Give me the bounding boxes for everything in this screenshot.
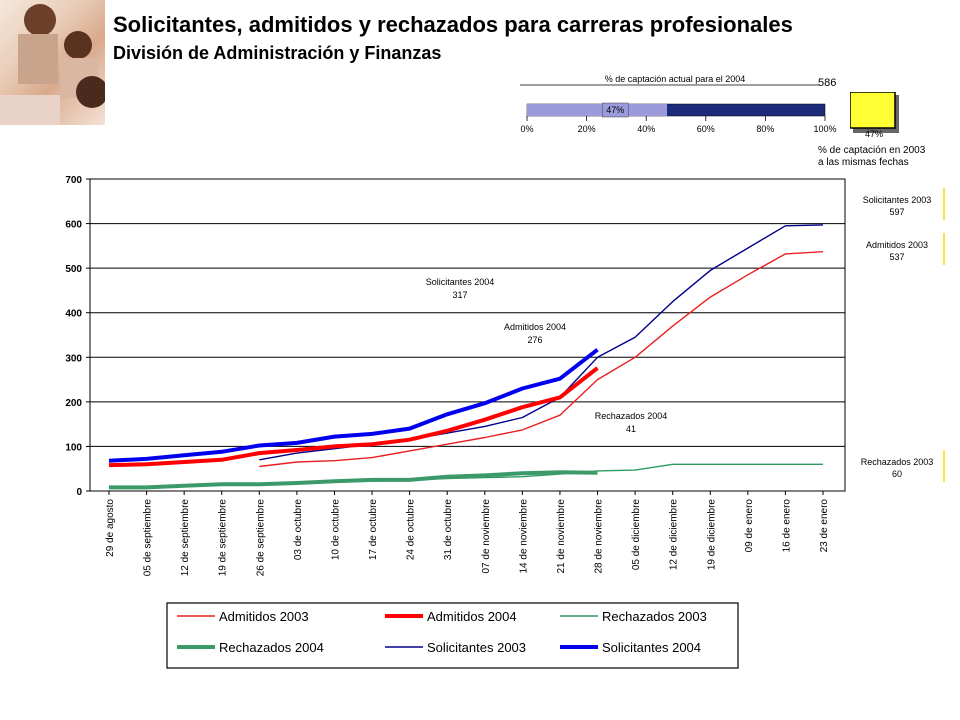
gauge-value: 47% [606,105,624,115]
x-tick-label: 28 de noviembre [594,499,605,574]
series-rechazados-2003 [259,463,823,485]
x-tick-label: 14 de noviembre [518,499,529,574]
inline-label-name: Admitidos 2004 [504,322,566,332]
x-tick-label: 09 de enero [744,499,755,553]
capture-gauge: % de captación actual para el 2004 47% 0… [520,74,837,134]
side-label-value: 60 [892,469,902,479]
series-admitidos-2003 [259,251,824,468]
gauge-tick-label: 20% [578,124,596,134]
capture-2003-caption: % de captación en 2003 a las mismas fech… [818,145,958,169]
series-solicitantes-2003 [259,224,824,461]
students-photo [0,4,105,125]
side-label-name: Admitidos 2003 [866,240,928,250]
side-label-value: 597 [889,207,904,217]
x-tick-label: 31 de octubre [443,499,454,561]
y-tick-label: 100 [65,442,82,453]
gauge-tick-label: 0% [520,124,533,134]
applicants-count: 586 [818,77,837,89]
y-tick-label: 400 [65,309,82,320]
x-tick-label: 17 de octubre [368,499,379,561]
y-tick-label: 600 [65,220,82,231]
y-tick-label: 300 [65,353,82,364]
legend-label: Solicitantes 2004 [602,640,701,655]
series-rechazados-2004 [109,470,598,490]
y-tick-label: 700 [65,175,82,186]
capture-2003-value: 47% [865,129,883,138]
side-label-name: Solicitantes 2003 [863,195,932,205]
legend-label: Rechazados 2004 [219,640,324,655]
x-tick-label: 24 de octubre [406,499,417,561]
y-tick-label: 200 [65,398,82,409]
legend-label: Admitidos 2004 [427,609,517,624]
x-tick-label: 12 de septiembre [180,499,191,577]
caption-line-2: a las mismas fechas [818,157,909,168]
x-tick-label: 05 de septiembre [143,499,154,577]
gauge-tick-label: 40% [637,124,655,134]
x-tick-label: 05 de diciembre [631,499,642,571]
gauge-fill [527,104,668,116]
inline-label-name: Solicitantes 2004 [426,277,495,287]
side-label-name: Rechazados 2003 [861,457,934,467]
x-tick-label: 16 de enero [781,499,792,553]
inline-label-name: Rechazados 2004 [595,411,668,421]
x-tick-label: 29 de agosto [105,499,116,557]
x-tick-label: 26 de septiembre [255,499,266,577]
plot-area [89,178,846,492]
y-tick-label: 500 [65,264,82,275]
x-tick-label: 19 de septiembre [218,499,229,577]
x-tick-label: 21 de noviembre [556,499,567,574]
inline-label-value: 317 [452,290,467,300]
x-tick-label: 10 de octubre [330,499,341,561]
gauge-value-box [601,102,629,118]
y-tick-label: 0 [76,487,82,498]
legend-label: Admitidos 2003 [219,609,309,624]
series-solicitantes-2004 [108,348,599,463]
legend-label: Solicitantes 2003 [427,640,526,655]
series-admitidos-2004 [108,366,599,468]
inline-label-value: 276 [527,335,542,345]
gauge-ticks: 0% 20% 40% 60% 80% 100% [520,116,837,134]
x-tick-label: 03 de octubre [293,499,304,561]
caption-line-1: % de captación en 2003 [818,145,926,156]
x-tick-label: 12 de diciembre [669,499,680,571]
capture-2003-box: 47% [850,92,899,138]
gauge-tick-label: 60% [697,124,715,134]
header-photo [0,0,105,125]
legend-label: Rechazados 2003 [602,609,707,624]
side-label-value: 537 [889,252,904,262]
legend-box [166,602,739,669]
x-tick-label: 23 de enero [819,499,830,553]
inline-label-value: 41 [626,424,636,434]
page-subtitle: División de Administración y Finanzas [113,43,442,63]
x-tick-label: 07 de noviembre [481,499,492,574]
page-title: Solicitantes, admitidos y rechazados par… [113,12,793,37]
gauge-tick-label: 80% [756,124,774,134]
x-tick-label: 19 de diciembre [706,499,717,571]
gauge-tick-label: 100% [813,124,836,134]
capture-2003-fill [850,92,896,129]
gauge-title: % de captación actual para el 2004 [605,74,746,84]
